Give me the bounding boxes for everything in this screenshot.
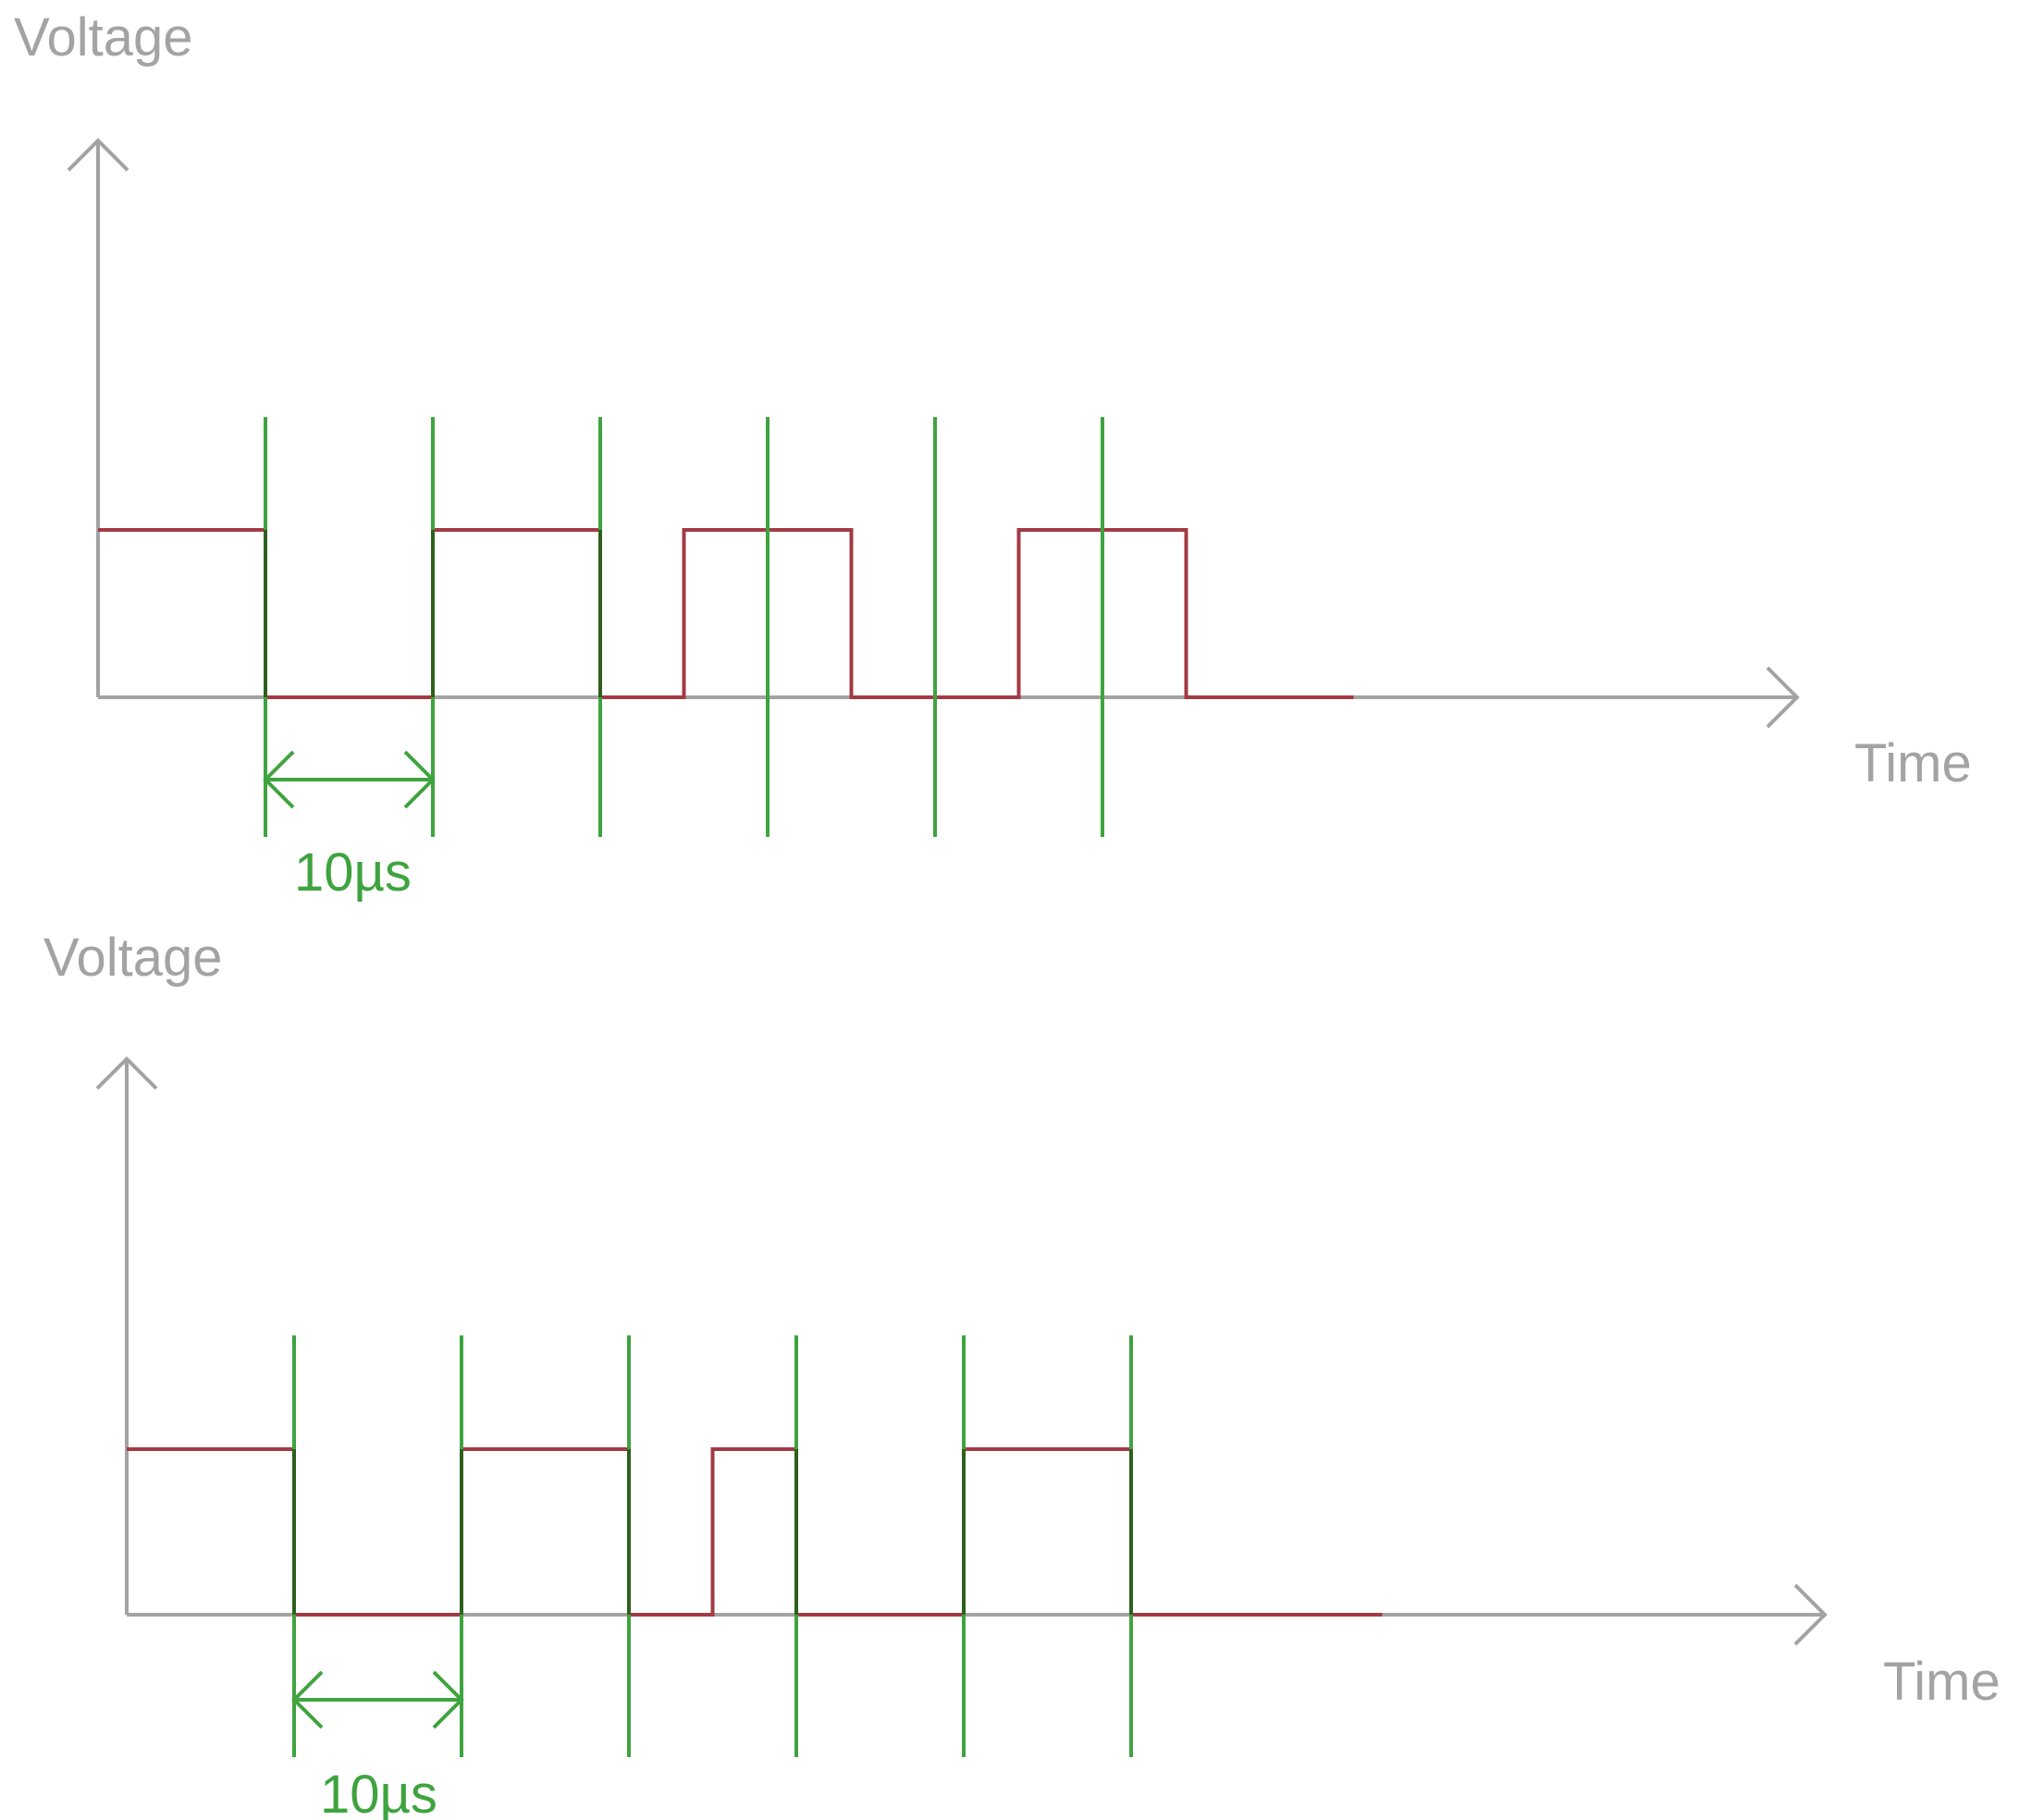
diagram-shapes bbox=[67, 138, 1800, 837]
interval-arrowhead-right bbox=[432, 1670, 464, 1729]
voltage-axis-arrowhead bbox=[95, 1056, 158, 1090]
interval-arrowhead-left bbox=[263, 750, 295, 809]
interval-arrowhead-left bbox=[291, 1670, 324, 1729]
time-axis-label: Time bbox=[1883, 1652, 2001, 1712]
interval-label: 10µs bbox=[294, 842, 412, 903]
voltage-axis-label: Voltage bbox=[14, 7, 193, 68]
signal-waveform bbox=[127, 1447, 1383, 1617]
interval-label: 10µs bbox=[320, 1765, 437, 1820]
voltage-axis-label: Voltage bbox=[43, 928, 223, 988]
signal-waveform bbox=[98, 528, 1354, 699]
time-axis-label: Time bbox=[1854, 733, 1972, 793]
timing-diagram-top: Voltage Time 10µs bbox=[14, 7, 1972, 903]
time-axis-arrowhead bbox=[1793, 1583, 1828, 1646]
time-axis-arrowhead bbox=[1766, 666, 1800, 729]
interval-arrowhead-right bbox=[403, 750, 436, 809]
timing-diagram-bottom: Voltage Time 10µs bbox=[43, 928, 2001, 1820]
voltage-axis-arrowhead bbox=[67, 138, 129, 172]
diagram-shapes bbox=[95, 1056, 1828, 1757]
